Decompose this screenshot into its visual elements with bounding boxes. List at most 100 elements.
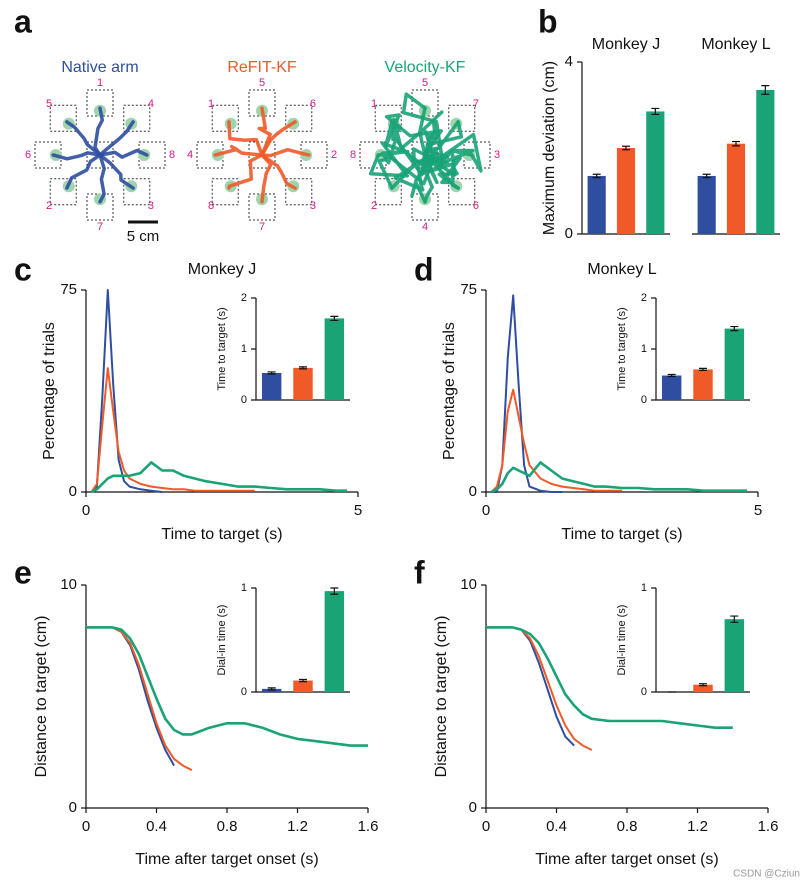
chart-title: Monkey L (587, 261, 656, 278)
bar (616, 148, 636, 234)
error-bar (699, 683, 707, 687)
target-number: 1 (208, 98, 214, 110)
y-tick-label: 75 (460, 281, 477, 298)
target-number: 2 (371, 200, 377, 212)
y-tick-label: 0 (565, 225, 573, 242)
x-tick-label: 1.2 (287, 818, 308, 835)
series-line (86, 626, 368, 747)
x-tick-label: 1.2 (687, 818, 708, 835)
target-number: 4 (187, 149, 193, 161)
y-axis-label: Percentage of trials (441, 322, 458, 460)
y-tick-label: 4 (565, 53, 573, 70)
target-number: 7 (97, 221, 103, 233)
x-tick-label: 1.6 (758, 818, 779, 835)
x-tick-label: 0 (482, 502, 490, 519)
workspace-box (300, 141, 328, 169)
trajectory (213, 144, 264, 157)
target-number: 5 (46, 98, 52, 110)
bar (293, 367, 313, 400)
error-bar (730, 325, 739, 332)
trajectory (65, 153, 102, 190)
series-line (90, 461, 348, 494)
workspace-box (86, 141, 114, 169)
trajectory (368, 141, 427, 178)
y-tick-label: 0 (641, 686, 647, 698)
y-tick-label: 10 (60, 576, 77, 593)
panel-letter: a (14, 3, 32, 39)
bar (693, 369, 713, 400)
bar (661, 375, 682, 400)
target-number: 4 (148, 98, 154, 110)
bar (324, 591, 345, 692)
bar (726, 143, 746, 234)
target-number: 3 (494, 149, 500, 161)
x-tick-label: 0 (82, 502, 90, 519)
panel-letter: f (414, 554, 425, 590)
y-axis-label: Dial-in time (s) (616, 605, 628, 676)
y-tick-label: 1 (241, 582, 247, 594)
watermark: CSDN @Cziun (733, 869, 800, 880)
trajectory (98, 148, 149, 159)
trajectory (227, 120, 264, 157)
workspace-box (196, 141, 224, 169)
workspace-box (285, 178, 313, 206)
y-tick-label: 0 (69, 799, 77, 816)
y-tick-label: 2 (241, 292, 247, 304)
error-bar (267, 371, 276, 375)
trajectory (423, 153, 462, 190)
error-bar (667, 373, 676, 378)
y-axis-label: Time to target (s) (616, 307, 628, 390)
bar (693, 684, 713, 692)
bar (724, 328, 745, 400)
y-tick-label: 0 (641, 394, 647, 406)
series-line (490, 388, 622, 493)
trajectory (260, 153, 273, 204)
y-tick-label: 1 (241, 343, 247, 355)
bar (261, 372, 282, 400)
bar (756, 89, 775, 234)
panel-letter: c (14, 251, 32, 287)
x-tick-label: 5 (354, 502, 362, 519)
x-tick-label: 1.6 (358, 818, 379, 835)
y-tick-label: 0 (469, 483, 477, 500)
bar (724, 619, 745, 692)
trajectory (410, 147, 439, 204)
workspace-box (49, 104, 77, 132)
error-bar (330, 315, 339, 322)
y-tick-label: 0 (69, 483, 77, 500)
x-tick-label: 0.4 (146, 818, 167, 835)
scale-bar-label: 5 cm (127, 228, 160, 245)
trajectory (227, 153, 264, 190)
y-tick-label: 2 (641, 292, 647, 304)
plot-title: ReFIT-KF (227, 59, 297, 76)
error-bar (622, 145, 630, 151)
error-bar (299, 366, 307, 370)
target-number: 2 (331, 149, 337, 161)
workspace-box (248, 141, 276, 169)
bar (697, 175, 716, 234)
bar (293, 680, 313, 692)
series-line (90, 289, 163, 493)
error-bar (732, 140, 740, 147)
workspace-box (448, 178, 476, 206)
x-axis-label: Time to target (s) (561, 526, 682, 543)
x-tick-label: 0 (82, 818, 90, 835)
workspace-box (123, 104, 151, 132)
error-bar (761, 85, 770, 95)
target-number: 3 (148, 200, 154, 212)
workspace-box (211, 104, 239, 132)
trajectory (98, 153, 106, 204)
y-axis-label: Maximum deviation (cm) (541, 61, 558, 235)
target-number: 2 (46, 200, 52, 212)
chart-title: Monkey J (592, 36, 660, 53)
panel-letter: b (538, 3, 558, 39)
trajectory (260, 153, 297, 190)
y-tick-label: 75 (60, 281, 77, 298)
y-tick-label: 1 (641, 582, 647, 594)
x-axis-label: Time to target (s) (161, 526, 282, 543)
x-tick-label: 0 (482, 818, 490, 835)
workspace-box (463, 141, 491, 169)
target-number: 7 (259, 221, 265, 233)
target-number: 7 (473, 98, 479, 110)
